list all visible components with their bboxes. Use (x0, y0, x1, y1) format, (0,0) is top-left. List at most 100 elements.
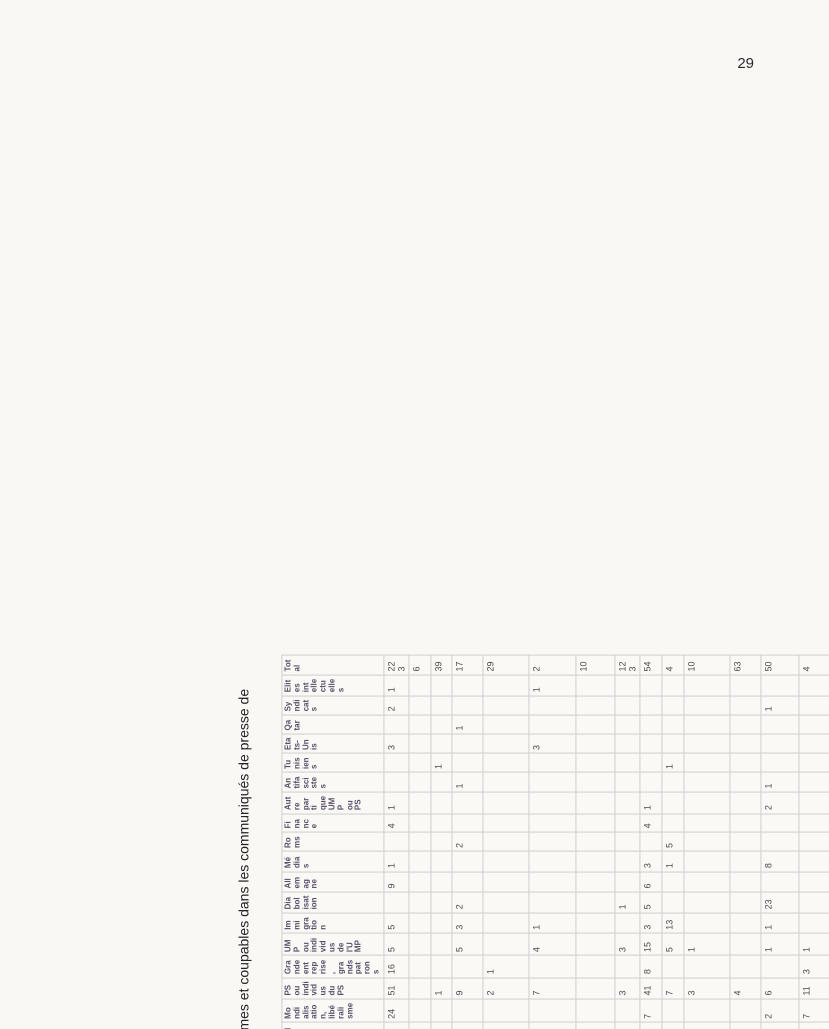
table-cell (799, 715, 829, 734)
table-cell (529, 956, 576, 978)
table-cell: 3 (452, 913, 482, 933)
table-cell: 3 (640, 852, 662, 872)
table-cell (730, 999, 760, 1022)
table-cell (576, 696, 615, 715)
table-cell (730, 913, 760, 933)
table-row: Religion46 (409, 655, 431, 1029)
column-header: Qatar (282, 715, 384, 734)
table-cell: 3 (615, 933, 640, 955)
table-cell (615, 999, 640, 1022)
table-body: Economie4259245116559141321223Religion46… (384, 655, 829, 1029)
table-cell (430, 872, 452, 892)
table-cell (409, 814, 431, 832)
table-cell (576, 852, 615, 872)
table-cell (452, 792, 482, 814)
table-cell (799, 696, 829, 715)
table-cell (761, 814, 800, 832)
table-cell: 6 (761, 978, 800, 999)
column-header: Total (282, 655, 384, 675)
table-cell (482, 792, 529, 814)
table-cell (452, 675, 482, 696)
table-cell (384, 1022, 409, 1029)
table-cell: 23 (761, 892, 800, 913)
table-cell: 24 (384, 999, 409, 1022)
table-row: Insécurité103211139 (430, 655, 452, 1029)
table-cell (683, 913, 730, 933)
table-cell (683, 872, 730, 892)
table-cell (615, 852, 640, 872)
table-cell (615, 872, 640, 892)
table-cell (482, 696, 529, 715)
table-cell (662, 773, 684, 793)
table-cell (799, 675, 829, 696)
table-cell: 2 (384, 696, 409, 715)
table-cell (409, 892, 431, 913)
table-row: Ruralité/Agriculture9211261123821150 (761, 655, 800, 1029)
table-cell (615, 1022, 640, 1029)
table-cell: 9 (384, 872, 409, 892)
table-cell: 4 (384, 814, 409, 832)
table-cell (683, 773, 730, 793)
table-cell (452, 734, 482, 754)
table-cell (452, 696, 482, 715)
table-cell (683, 852, 730, 872)
table-cell (683, 734, 730, 754)
table-cell: 29 (482, 655, 529, 675)
table-cell (615, 814, 640, 832)
table-cell (615, 715, 640, 734)
table-cell (761, 734, 800, 754)
column-header: Roms (282, 832, 384, 852)
table-cell (576, 978, 615, 999)
table-cell: 3 (384, 734, 409, 754)
table-cell (482, 913, 529, 933)
table-cell (409, 715, 431, 734)
table-cell (640, 696, 662, 715)
table-cell: 2 (761, 792, 800, 814)
table-cell (529, 872, 576, 892)
table-cell: 1 (430, 978, 452, 999)
table-cell: 1 (761, 913, 800, 933)
table-cell: 1 (730, 1022, 760, 1029)
table-cell: 8 (761, 852, 800, 872)
table-cell (430, 773, 452, 793)
table-cell (799, 892, 829, 913)
table-cell (799, 734, 829, 754)
table-cell (576, 734, 615, 754)
table-cell (430, 715, 452, 734)
table-cell (482, 734, 529, 754)
table-cell (482, 754, 529, 773)
table-cell (799, 754, 829, 773)
table-row: Moralisation1713331123 (615, 655, 640, 1029)
table-cell (529, 773, 576, 793)
table-cell: 1 (761, 773, 800, 793)
column-header: Médias (282, 852, 384, 872)
table-cell (662, 814, 684, 832)
table-cell: 16 (384, 956, 409, 978)
table-cell (683, 754, 730, 773)
table-cell (576, 773, 615, 793)
table-cell: 1 (529, 675, 576, 696)
table-cell (615, 956, 640, 978)
table-cell: 6 (640, 872, 662, 892)
table-cell: 1 (384, 792, 409, 814)
table-cell (452, 852, 482, 872)
table-cell (482, 933, 529, 955)
column-header: Immigration (282, 913, 384, 933)
table-cell: 8 (640, 956, 662, 978)
table-cell (615, 773, 640, 793)
table-cell: 4 (799, 655, 829, 675)
table-cell (529, 792, 576, 814)
table-cell (430, 999, 452, 1022)
table-row: Système judiciaire2110 (576, 655, 615, 1029)
table-cell (452, 999, 482, 1022)
table-cell (799, 913, 829, 933)
table-cell (799, 773, 829, 793)
table-cell: 1 (452, 773, 482, 793)
table-cell (662, 792, 684, 814)
table-cell (409, 933, 431, 955)
table-cell (761, 675, 800, 696)
table-cell: 3 (683, 978, 730, 999)
table-cell (529, 999, 576, 1022)
table-cell (409, 913, 431, 933)
table-cell (409, 734, 431, 754)
